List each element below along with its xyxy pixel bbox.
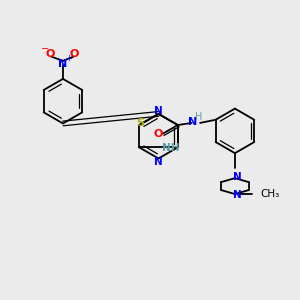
Text: N: N <box>233 190 242 200</box>
Text: O: O <box>46 50 55 59</box>
Text: N: N <box>233 172 242 182</box>
Text: N: N <box>154 106 163 116</box>
Text: H: H <box>195 112 203 122</box>
Text: +: + <box>65 54 72 63</box>
Text: N: N <box>188 117 197 127</box>
Text: N: N <box>154 157 163 167</box>
Text: −: − <box>41 44 49 54</box>
Text: O: O <box>153 128 163 139</box>
Text: CH₃: CH₃ <box>260 189 280 199</box>
Text: O: O <box>70 50 79 59</box>
Text: NH: NH <box>162 143 179 153</box>
Text: N: N <box>58 59 68 69</box>
Text: S: S <box>136 118 144 128</box>
